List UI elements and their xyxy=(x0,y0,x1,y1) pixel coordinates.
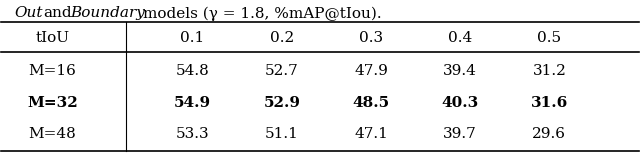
Text: 0.2: 0.2 xyxy=(269,31,294,45)
Text: 31.6: 31.6 xyxy=(531,96,568,110)
Text: 48.5: 48.5 xyxy=(353,96,390,110)
Text: M=48: M=48 xyxy=(29,128,76,142)
Text: 0.5: 0.5 xyxy=(538,31,561,45)
Text: 39.7: 39.7 xyxy=(444,128,477,142)
Text: 0.1: 0.1 xyxy=(180,31,205,45)
Text: models (γ = 1.8, %mAP@tIou).: models (γ = 1.8, %mAP@tIou). xyxy=(143,6,381,21)
Text: 39.4: 39.4 xyxy=(444,64,477,78)
Text: M=32: M=32 xyxy=(27,96,77,110)
Text: Boundary: Boundary xyxy=(70,6,145,20)
Text: and: and xyxy=(43,6,72,20)
Text: 51.1: 51.1 xyxy=(265,128,299,142)
Text: 29.6: 29.6 xyxy=(532,128,566,142)
Text: 54.9: 54.9 xyxy=(174,96,211,110)
Text: 54.8: 54.8 xyxy=(176,64,209,78)
Text: 47.9: 47.9 xyxy=(354,64,388,78)
Text: 0.3: 0.3 xyxy=(359,31,383,45)
Text: 52.9: 52.9 xyxy=(263,96,300,110)
Text: 52.7: 52.7 xyxy=(265,64,299,78)
Text: 31.2: 31.2 xyxy=(532,64,566,78)
Text: M=16: M=16 xyxy=(28,64,76,78)
Text: 47.1: 47.1 xyxy=(354,128,388,142)
Text: tIoU: tIoU xyxy=(35,31,69,45)
Text: 40.3: 40.3 xyxy=(442,96,479,110)
Text: 53.3: 53.3 xyxy=(176,128,209,142)
Text: 0.4: 0.4 xyxy=(448,31,472,45)
Text: Out: Out xyxy=(14,6,43,20)
